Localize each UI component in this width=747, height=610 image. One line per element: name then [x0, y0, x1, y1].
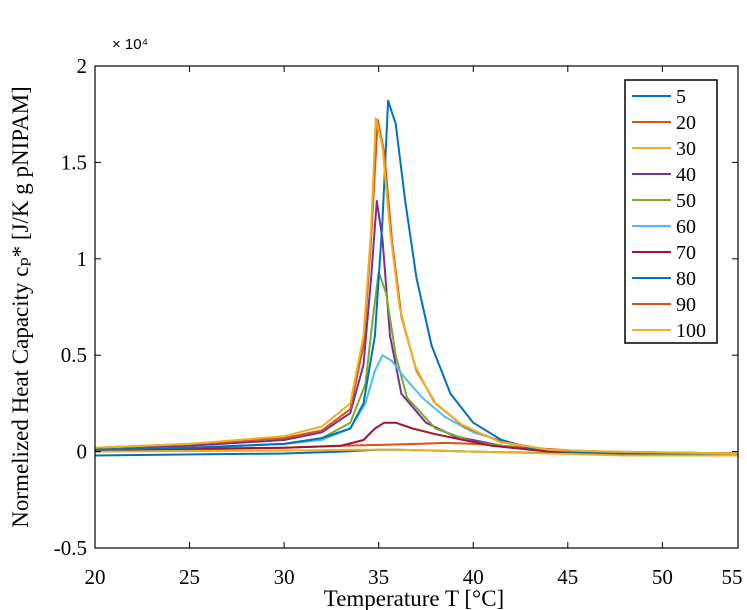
- ticks-layer: 20 25 30 35 40 45 50 55 -0.5 0 0.5 1 1.5 2: [54, 54, 743, 589]
- legend-label-30: 30: [676, 138, 696, 160]
- x-tick-label: 20: [85, 565, 106, 589]
- x-tick-label: 40: [463, 565, 484, 589]
- y-tick-label: 0.5: [61, 343, 87, 367]
- legend-label-100: 100: [676, 320, 706, 342]
- legend-label-40: 40: [676, 164, 696, 186]
- y-tick-label: 2: [77, 54, 88, 78]
- legend: 5 20 30 40 50 60 70 80 90 100: [624, 79, 718, 344]
- x-tick-label: 30: [274, 565, 295, 589]
- y-tick-label: 0: [77, 440, 88, 464]
- y-axis-multiplier: × 10⁴: [112, 36, 148, 53]
- series-layer: [94, 99, 739, 457]
- series-line-70: [94, 421, 739, 455]
- legend-label-60: 60: [676, 216, 696, 238]
- legend-label-20: 20: [676, 112, 696, 134]
- x-tick-label: 35: [368, 565, 389, 589]
- y-tick-label: -0.5: [54, 536, 87, 560]
- x-tick-label: 55: [722, 565, 743, 589]
- x-tick-label: 25: [179, 565, 200, 589]
- legend-label-90: 90: [676, 294, 696, 316]
- x-tick-label: 45: [557, 565, 578, 589]
- legend-label-70: 70: [676, 242, 696, 264]
- legend-label-5: 5: [676, 86, 686, 108]
- legend-label-80: 80: [676, 268, 696, 290]
- legend-box: [624, 79, 718, 344]
- legend-items: 5 20 30 40 50 60 70 80 90 100: [632, 86, 706, 342]
- x-axis-label: Temperature T [°C]: [324, 586, 504, 610]
- series-line-100: [94, 117, 739, 455]
- y-tick-label: 1: [77, 247, 88, 271]
- y-axis-label: Normelized Heat Capacity cₚ* [J/K g pNIP…: [8, 86, 33, 527]
- plot-frame: [94, 65, 739, 549]
- x-tick-label: 50: [652, 565, 673, 589]
- y-tick-label: 1.5: [61, 150, 87, 174]
- legend-label-50: 50: [676, 190, 696, 212]
- series-line-40: [94, 200, 739, 455]
- series-line-30: [94, 448, 738, 457]
